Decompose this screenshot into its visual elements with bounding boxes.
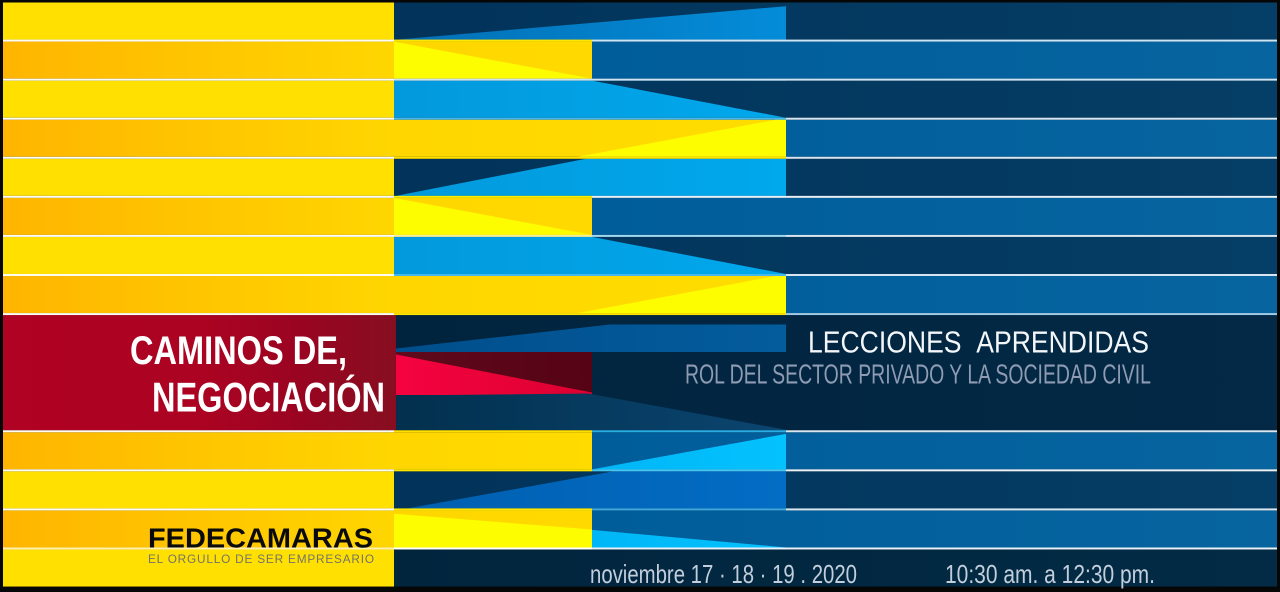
svg-text:noviembre 17 · 18 · 19 . 2020: noviembre 17 · 18 · 19 . 2020 [590,559,857,589]
svg-text:CAMINOS DE,: CAMINOS DE, [130,329,347,373]
svg-text:EL ORGULLO DE SER EMPRESARIO: EL ORGULLO DE SER EMPRESARIO [148,552,374,566]
svg-text:10:30 am. a 12:30 pm.: 10:30 am. a 12:30 pm. [945,559,1155,589]
svg-text:FEDECAMARAS: FEDECAMARAS [148,523,373,554]
svg-text:ROL DEL SECTOR PRIVADO Y LA SO: ROL DEL SECTOR PRIVADO Y LA SOCIEDAD CIV… [685,359,1151,390]
svg-text:LECCIONES APRENDIDAS: LECCIONES APRENDIDAS [808,325,1149,360]
svg-text:NEGOCIACIÓN: NEGOCIACIÓN [152,373,385,421]
